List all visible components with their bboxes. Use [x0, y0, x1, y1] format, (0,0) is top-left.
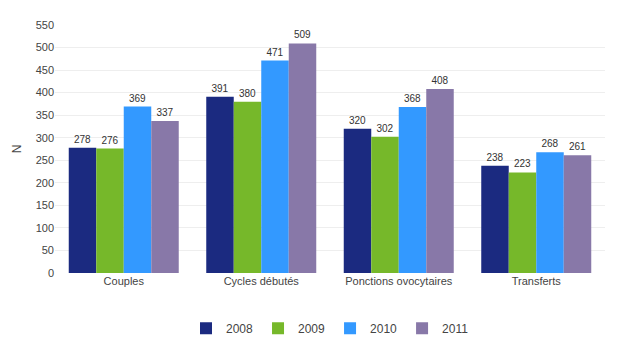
svg-text:337: 337	[156, 107, 173, 118]
svg-text:Ponctions ovocytaires: Ponctions ovocytaires	[345, 275, 452, 287]
svg-text:400: 400	[36, 86, 54, 98]
svg-text:2010: 2010	[370, 322, 397, 336]
svg-text:408: 408	[431, 75, 448, 86]
svg-text:509: 509	[294, 29, 311, 40]
svg-text:550: 550	[36, 19, 54, 31]
svg-text:2008: 2008	[226, 322, 253, 336]
svg-text:500: 500	[36, 41, 54, 53]
svg-text:391: 391	[211, 83, 228, 94]
svg-text:268: 268	[541, 138, 558, 149]
svg-text:369: 369	[129, 93, 146, 104]
svg-text:450: 450	[36, 64, 54, 76]
svg-text:2009: 2009	[298, 322, 325, 336]
svg-text:302: 302	[376, 123, 393, 134]
svg-text:200: 200	[36, 177, 54, 189]
svg-text:Couples: Couples	[104, 275, 145, 287]
svg-text:100: 100	[36, 222, 54, 234]
svg-text:238: 238	[486, 152, 503, 163]
svg-text:N: N	[10, 145, 24, 154]
svg-text:471: 471	[266, 47, 283, 58]
svg-text:2011: 2011	[442, 322, 468, 336]
svg-text:Transferts: Transferts	[512, 275, 562, 287]
svg-text:320: 320	[349, 115, 366, 126]
svg-text:0: 0	[48, 267, 54, 279]
svg-text:350: 350	[36, 109, 54, 121]
svg-text:50: 50	[42, 244, 54, 256]
svg-text:150: 150	[36, 199, 54, 211]
svg-text:278: 278	[74, 134, 91, 145]
svg-text:Cycles débutés: Cycles débutés	[224, 275, 300, 287]
svg-text:276: 276	[101, 135, 118, 146]
svg-text:380: 380	[239, 88, 256, 99]
svg-text:368: 368	[404, 93, 421, 104]
svg-text:300: 300	[36, 132, 54, 144]
svg-text:261: 261	[569, 141, 586, 152]
svg-text:223: 223	[514, 158, 531, 169]
svg-text:250: 250	[36, 154, 54, 166]
